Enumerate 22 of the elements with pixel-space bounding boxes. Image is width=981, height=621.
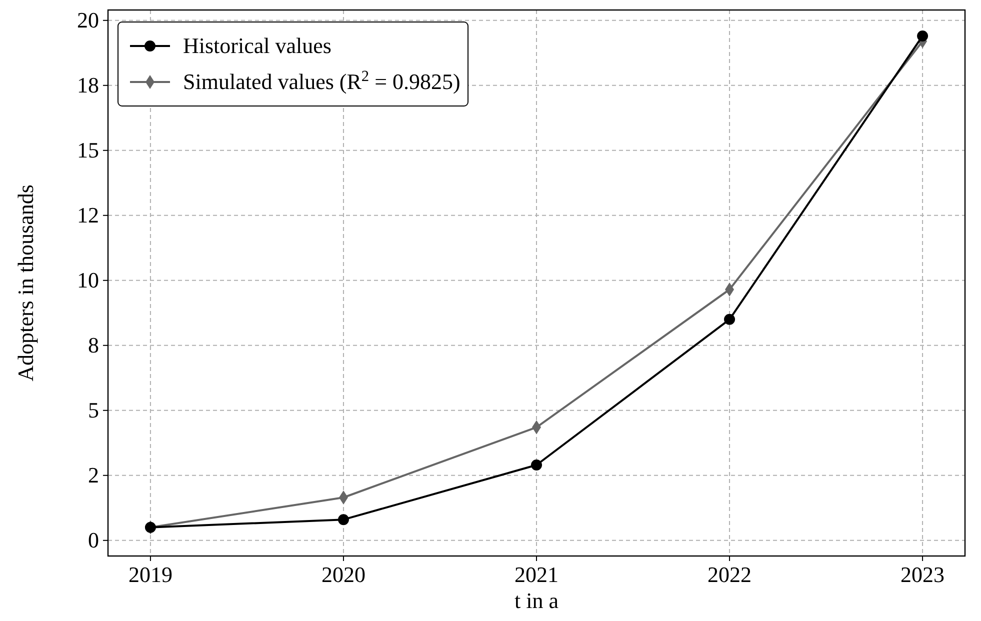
x-tick-label: 2022	[708, 562, 752, 587]
y-tick-label: 0	[88, 527, 99, 552]
point	[338, 514, 349, 526]
y-tick-label: 5	[88, 397, 99, 422]
y-tick-label: 8	[88, 332, 99, 358]
x-axis-title: t in a	[514, 588, 559, 613]
x-tick-label: 2023	[900, 562, 945, 587]
y-tick-label: 12	[77, 202, 99, 228]
y-axis-title: Adopters in thousands	[13, 184, 38, 382]
y-tick-label: 18	[77, 72, 99, 98]
y-tick-label: 10	[77, 267, 99, 292]
point	[724, 314, 736, 325]
x-tick-label: 2020	[321, 562, 366, 587]
point	[917, 30, 928, 42]
y-tick-label: 15	[77, 137, 99, 162]
y-tick-label: 20	[77, 7, 99, 32]
y-tick-label: 2	[88, 462, 99, 488]
legend-label: Simulated values (R$^{2}$ = 0.9825)	[183, 68, 460, 94]
x-tick-label: 2019	[128, 562, 172, 587]
legend-label: Historical values	[183, 33, 332, 58]
x-tick-label: 2021	[514, 562, 558, 587]
point	[531, 460, 542, 470]
